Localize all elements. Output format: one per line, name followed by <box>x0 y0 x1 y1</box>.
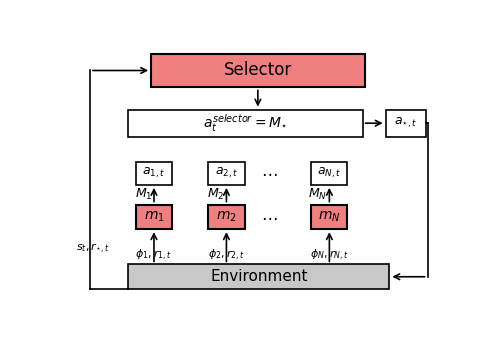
FancyBboxPatch shape <box>311 204 347 229</box>
Text: $\phi_N, r_{N,t}$: $\phi_N, r_{N,t}$ <box>310 248 349 263</box>
Text: $\cdots$: $\cdots$ <box>261 208 277 226</box>
Text: $M_1$: $M_1$ <box>134 187 152 202</box>
Text: $m_2$: $m_2$ <box>216 210 237 224</box>
Text: $m_N$: $m_N$ <box>318 210 340 224</box>
FancyBboxPatch shape <box>386 110 426 137</box>
Text: Selector: Selector <box>224 62 292 79</box>
Text: $a_{\star,t}$: $a_{\star,t}$ <box>394 116 417 130</box>
FancyBboxPatch shape <box>151 54 365 88</box>
Text: $M_2$: $M_2$ <box>207 187 224 202</box>
Text: $m_1$: $m_1$ <box>144 210 164 224</box>
Text: $\phi_1, r_{1,t}$: $\phi_1, r_{1,t}$ <box>135 248 173 263</box>
Text: $s_t, r_{\star,t}$: $s_t, r_{\star,t}$ <box>76 242 110 256</box>
FancyBboxPatch shape <box>128 110 363 137</box>
Text: $a_t^{selector} = M_{\star}$: $a_t^{selector} = M_{\star}$ <box>203 112 288 134</box>
FancyBboxPatch shape <box>128 264 390 289</box>
Text: $a_{1,t}$: $a_{1,t}$ <box>142 166 166 180</box>
Text: $a_{2,t}$: $a_{2,t}$ <box>215 166 238 180</box>
Text: $M_N$: $M_N$ <box>308 187 328 202</box>
FancyBboxPatch shape <box>208 204 245 229</box>
FancyBboxPatch shape <box>136 162 172 185</box>
Text: $\cdots$: $\cdots$ <box>261 164 277 182</box>
Text: $\phi_2, r_{2,t}$: $\phi_2, r_{2,t}$ <box>208 248 245 263</box>
Text: $a_{N,t}$: $a_{N,t}$ <box>317 166 341 180</box>
FancyBboxPatch shape <box>311 162 347 185</box>
FancyBboxPatch shape <box>208 162 245 185</box>
Text: Environment: Environment <box>210 269 308 284</box>
FancyBboxPatch shape <box>136 204 172 229</box>
